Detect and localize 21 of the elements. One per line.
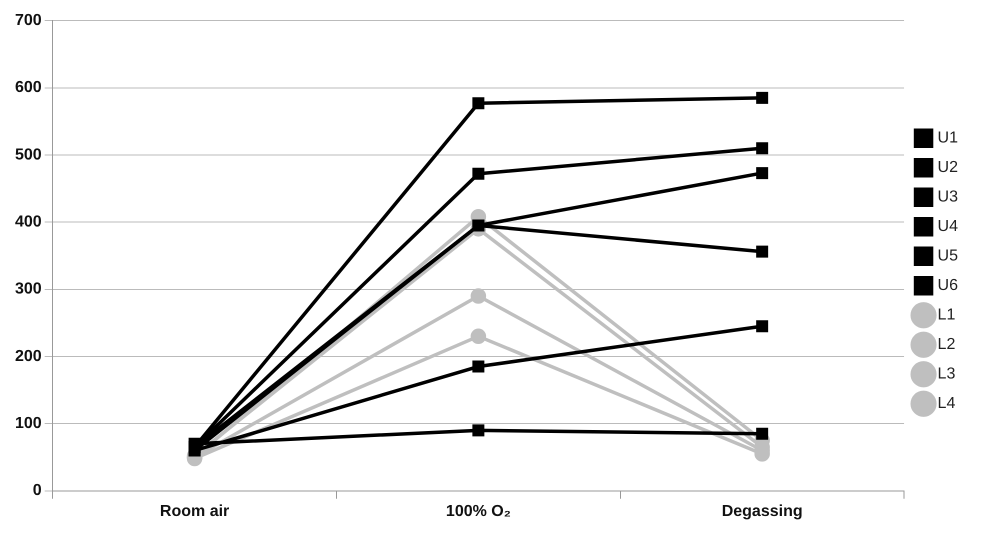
y-tick-label: 200	[14, 348, 42, 365]
legend-label: U5	[938, 248, 958, 265]
y-tick-label: 700	[14, 12, 42, 30]
x-tick-label: Room air	[160, 502, 230, 520]
y-tick-label: 0	[32, 482, 42, 500]
legend-label: U6	[938, 277, 958, 294]
y-tick-label: 400	[14, 214, 42, 231]
legend-label: L3	[938, 366, 956, 383]
legend-label: L1	[938, 306, 956, 324]
y-tick-label: 500	[14, 146, 42, 164]
legend-label: L2	[938, 336, 956, 354]
legend-label: L4	[938, 395, 956, 412]
legend-label: U2	[938, 159, 958, 176]
legend-label: U4	[938, 218, 958, 236]
x-tick-label: Degassing	[722, 502, 803, 520]
legend-label: U1	[938, 130, 958, 147]
y-tick-label: 600	[14, 79, 42, 96]
x-tick-label: 100% O₂	[446, 502, 511, 520]
y-tick-label: 300	[14, 280, 42, 298]
y-tick-label: 100	[14, 415, 42, 432]
legend-label: U3	[938, 188, 958, 206]
